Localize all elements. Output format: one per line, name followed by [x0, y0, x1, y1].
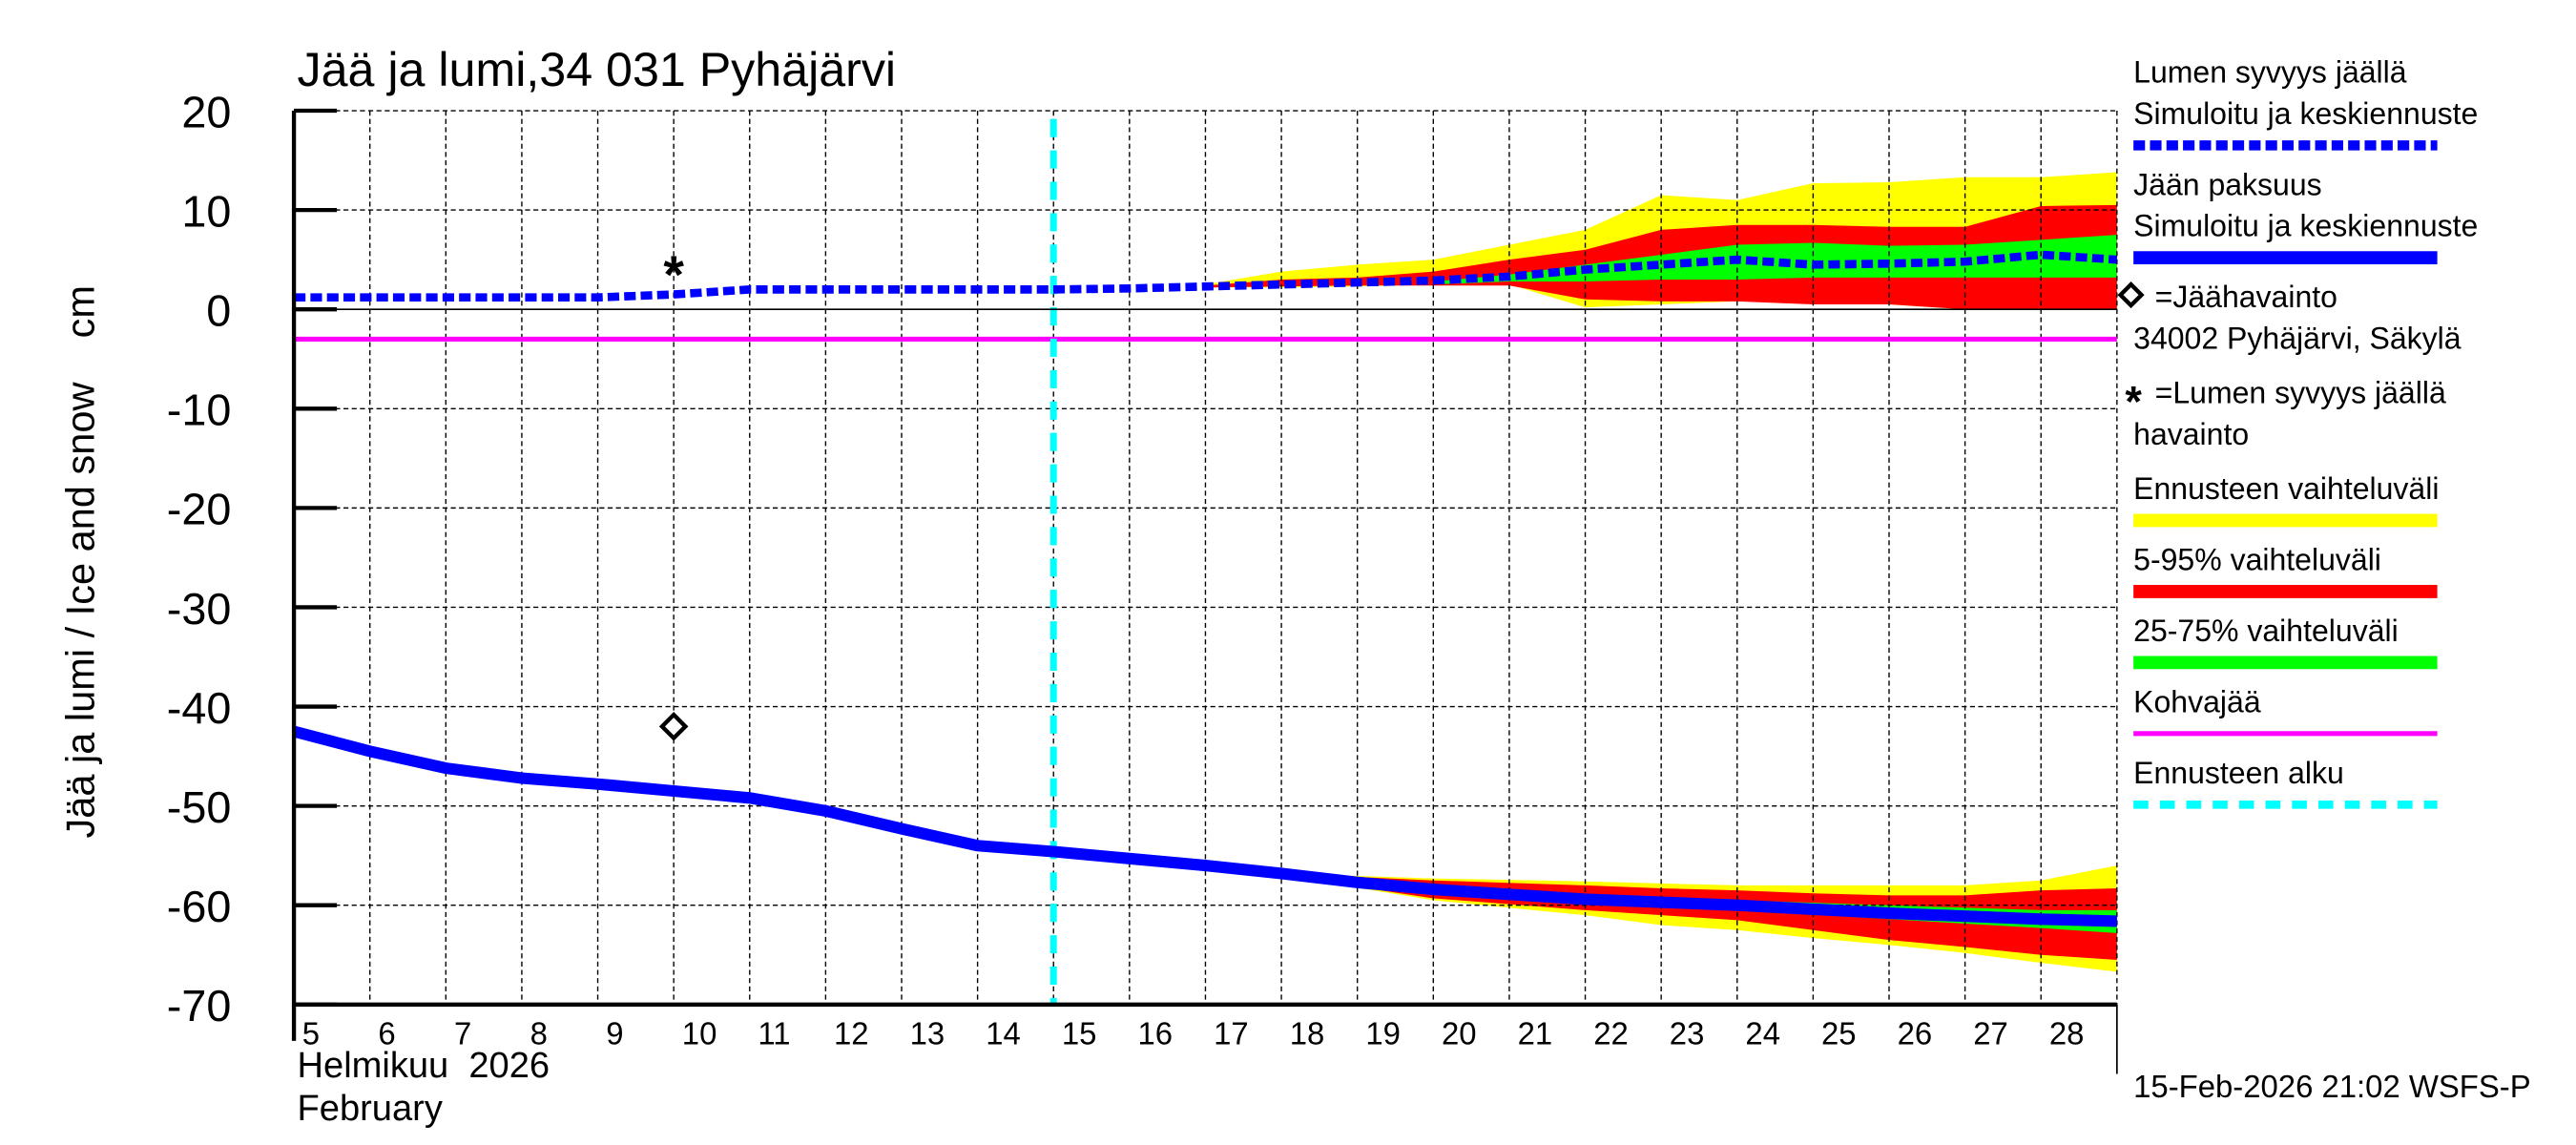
- x-tick-label: 28: [2049, 1015, 2085, 1051]
- x-tick-label: 24: [1745, 1015, 1780, 1051]
- y-axis-label: Jää ja lumi / Ice and snow cm: [58, 285, 103, 839]
- legend-label: Jään paksuus: [2133, 167, 2322, 201]
- snow-depth-line: [294, 250, 2118, 302]
- legend-diamond-icon: [2117, 281, 2145, 309]
- snow-observation-marker: *: [663, 245, 684, 304]
- y-tick-label: -10: [167, 385, 232, 435]
- legend-label: =Jäähavainto: [2155, 280, 2337, 314]
- x-tick-label: 11: [758, 1015, 790, 1051]
- legend-label: 5-95% vaihteluväli: [2133, 542, 2381, 576]
- y-tick-label: -40: [167, 683, 232, 733]
- x-tick-label: 20: [1442, 1015, 1477, 1051]
- x-tick-label: 16: [1138, 1015, 1174, 1051]
- legend-label: Simuloitu ja keskiennuste: [2133, 96, 2478, 131]
- legend-label: =Lumen syvyys jäällä: [2155, 376, 2446, 410]
- x-tick-label: 6: [378, 1015, 395, 1051]
- legend-label: Kohvajää: [2133, 684, 2261, 718]
- legend-label: Ennusteen alku: [2133, 756, 2344, 790]
- x-tick-label: 13: [910, 1015, 945, 1051]
- x-tick-label: 17: [1214, 1015, 1249, 1051]
- y-tick-label: -70: [167, 981, 232, 1030]
- x-month-label-en: February: [298, 1089, 443, 1129]
- x-tick-label: 26: [1898, 1015, 1933, 1051]
- x-tick-label: 8: [530, 1015, 548, 1051]
- legend-label: Ennusteen vaihteluväli: [2133, 471, 2439, 506]
- legend-label: 25-75% vaihteluväli: [2133, 614, 2399, 648]
- y-tick-label: -30: [167, 584, 232, 634]
- y-tick-label: 20: [181, 87, 231, 136]
- x-tick-label: 7: [454, 1015, 471, 1051]
- x-tick-label: 12: [834, 1015, 869, 1051]
- timestamp: 15-Feb-2026 21:02 WSFS-P: [2133, 1069, 2531, 1104]
- x-tick-label: 9: [606, 1015, 623, 1051]
- ice-observation-marker: [658, 712, 689, 741]
- y-tick-label: -20: [167, 485, 232, 534]
- y-tick-label: 0: [206, 286, 231, 336]
- x-tick-label: 5: [302, 1015, 320, 1051]
- y-tick-label: 10: [181, 186, 231, 236]
- x-tick-label: 23: [1670, 1015, 1705, 1051]
- legend-label: Simuloitu ja keskiennuste: [2133, 209, 2478, 243]
- legend-star-icon: *: [2125, 377, 2142, 426]
- x-tick-label: 18: [1290, 1015, 1325, 1051]
- x-tick-label: 27: [1973, 1015, 2008, 1051]
- legend-label: 34002 Pyhäjärvi, Säkylä: [2133, 321, 2462, 355]
- legend-label: havainto: [2133, 417, 2249, 451]
- y-tick-label: -60: [167, 882, 232, 931]
- ice-thickness-line: [292, 725, 2118, 927]
- x-month-label: Helmikuu 2026: [298, 1046, 551, 1086]
- legend-label: Lumen syvyys jäällä: [2133, 55, 2407, 90]
- x-tick-label: 10: [682, 1015, 717, 1051]
- x-tick-label: 25: [1821, 1015, 1857, 1051]
- chart-title: Jää ja lumi,34 031 Pyhäjärvi: [298, 43, 897, 96]
- x-tick-label: 22: [1593, 1015, 1629, 1051]
- x-tick-label: 21: [1518, 1015, 1553, 1051]
- x-tick-label: 19: [1365, 1015, 1401, 1051]
- x-tick-label: 15: [1062, 1015, 1097, 1051]
- x-tick-label: 14: [986, 1015, 1021, 1051]
- y-tick-label: -50: [167, 782, 232, 832]
